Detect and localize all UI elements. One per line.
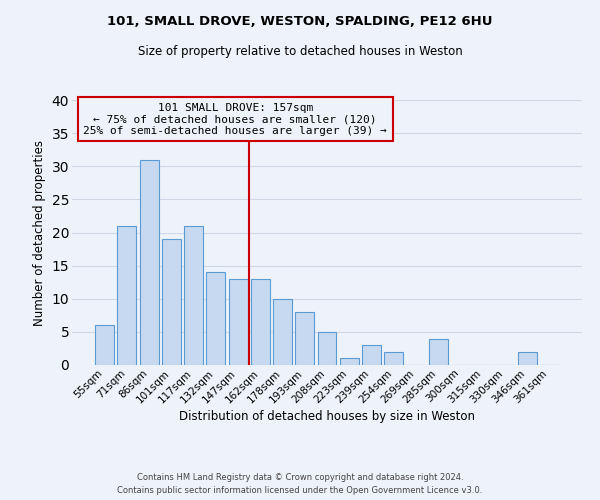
Text: 101, SMALL DROVE, WESTON, SPALDING, PE12 6HU: 101, SMALL DROVE, WESTON, SPALDING, PE12…	[107, 15, 493, 28]
Text: Contains HM Land Registry data © Crown copyright and database right 2024.: Contains HM Land Registry data © Crown c…	[137, 474, 463, 482]
Bar	[362, 345, 381, 365]
Bar	[95, 325, 114, 365]
Bar	[162, 239, 181, 365]
Bar	[184, 226, 203, 365]
Y-axis label: Number of detached properties: Number of detached properties	[33, 140, 46, 326]
Bar	[251, 279, 270, 365]
Text: Size of property relative to detached houses in Weston: Size of property relative to detached ho…	[137, 45, 463, 58]
X-axis label: Distribution of detached houses by size in Weston: Distribution of detached houses by size …	[179, 410, 475, 423]
Bar	[118, 226, 136, 365]
Bar	[340, 358, 359, 365]
Bar	[273, 298, 292, 365]
Bar	[295, 312, 314, 365]
Bar	[206, 272, 225, 365]
Bar	[317, 332, 337, 365]
Text: 101 SMALL DROVE: 157sqm
← 75% of detached houses are smaller (120)
25% of semi-d: 101 SMALL DROVE: 157sqm ← 75% of detache…	[83, 102, 387, 136]
Bar	[518, 352, 536, 365]
Bar	[429, 338, 448, 365]
Bar	[229, 279, 248, 365]
Text: Contains public sector information licensed under the Open Government Licence v3: Contains public sector information licen…	[118, 486, 482, 495]
Bar	[384, 352, 403, 365]
Bar	[140, 160, 158, 365]
